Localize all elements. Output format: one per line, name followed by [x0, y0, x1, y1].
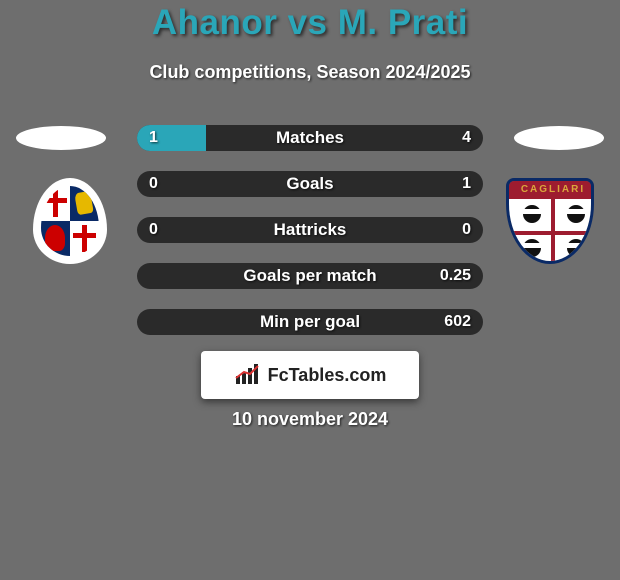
stat-bar-row: Goals per match0.25: [137, 263, 483, 289]
stat-bar-value-left: 0: [149, 217, 158, 243]
stat-bar-label: Goals per match: [137, 263, 483, 289]
stat-bar-value-right: 1: [462, 171, 471, 197]
title-vs: vs: [288, 3, 328, 42]
genoa-q-cross-top: [41, 186, 70, 221]
player-right-name: M. Prati: [338, 3, 468, 42]
cagliari-shield-icon: CAGLIARI: [506, 178, 594, 264]
stat-bar-label: Goals: [137, 171, 483, 197]
cagliari-q2: [553, 199, 594, 233]
stat-bar-row: Matches1 4: [137, 125, 483, 151]
club-crest-left: [20, 178, 120, 264]
comparison-card: Ahanor vs M. Prati Club competitions, Se…: [0, 0, 620, 580]
cagliari-cross-h: [509, 231, 594, 235]
stat-bar-label: Matches: [137, 125, 483, 151]
date-line: 10 november 2024: [0, 409, 620, 430]
moor-icon: [567, 239, 585, 257]
stat-bar-value-left: 0: [149, 171, 158, 197]
bar-chart-icon: [234, 364, 262, 386]
brand-box: FcTables.com: [201, 351, 419, 399]
stat-bar-value-left: 1: [149, 125, 158, 151]
genoa-q-griffin: [70, 186, 99, 221]
cagliari-q3: [509, 233, 553, 264]
moor-icon: [523, 239, 541, 257]
cagliari-bg: CAGLIARI: [506, 178, 594, 264]
player-left-name: Ahanor: [152, 3, 278, 42]
stat-bar-value-right: 602: [444, 309, 471, 335]
flag-ellipse-left: [16, 126, 106, 150]
stat-bar-label: Hattricks: [137, 217, 483, 243]
genoa-shield-icon: [33, 178, 107, 264]
cagliari-q1: [509, 199, 553, 233]
brand-text: FcTables.com: [268, 365, 387, 386]
stat-bar-row: Min per goal602: [137, 309, 483, 335]
club-crest-right: CAGLIARI: [500, 178, 600, 264]
moor-icon: [523, 205, 541, 223]
genoa-q-cross-bottom: [70, 221, 99, 256]
genoa-quarters: [41, 186, 99, 256]
stat-bar-row: Hattricks0 0: [137, 217, 483, 243]
genoa-q-solid: [41, 221, 70, 256]
cagliari-top-band: CAGLIARI: [509, 181, 594, 199]
subtitle: Club competitions, Season 2024/2025: [0, 62, 620, 83]
stat-bar-value-right: 0: [462, 217, 471, 243]
title: Ahanor vs M. Prati: [0, 3, 620, 43]
stat-bar-value-right: 4: [462, 125, 471, 151]
stat-bar-label: Min per goal: [137, 309, 483, 335]
flag-ellipse-right: [514, 126, 604, 150]
brand-inner: FcTables.com: [234, 364, 387, 386]
moor-icon: [567, 205, 585, 223]
cagliari-q4: [553, 233, 594, 264]
stat-bar-row: Goals0 1: [137, 171, 483, 197]
stat-bar-value-right: 0.25: [440, 263, 471, 289]
cagliari-top-label: CAGLIARI: [509, 184, 594, 195]
stat-bars: Matches14Goals01Hattricks00Goals per mat…: [137, 125, 483, 355]
